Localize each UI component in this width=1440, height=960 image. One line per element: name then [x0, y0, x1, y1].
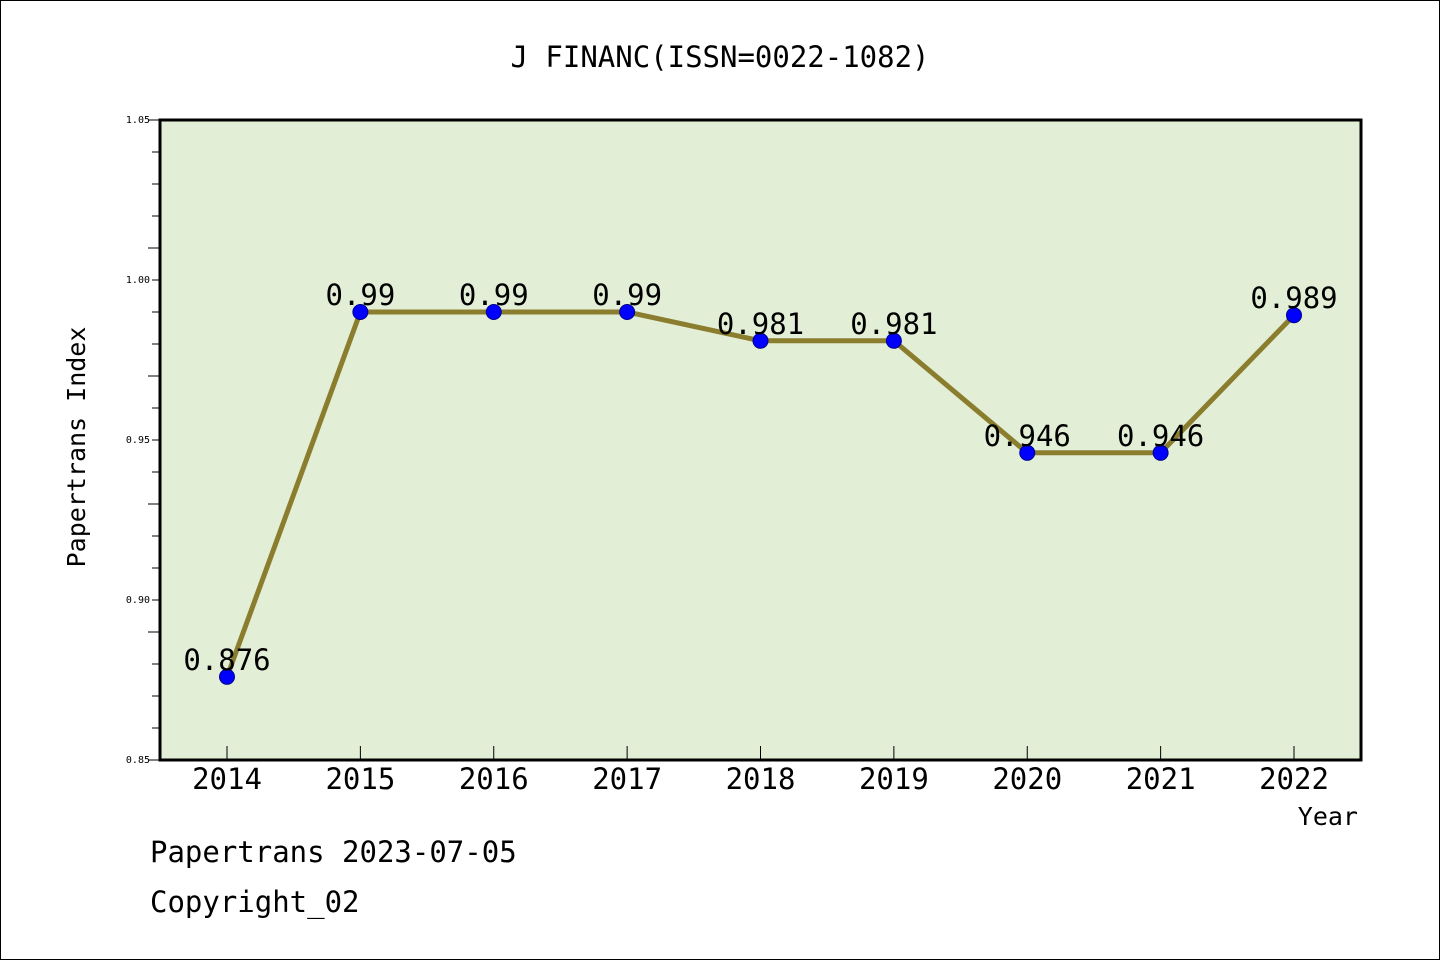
- y-tick-label: 1.00: [126, 275, 150, 286]
- x-tick-label: 2015: [325, 762, 395, 796]
- data-point: [1286, 307, 1302, 324]
- plot-area: [158, 118, 1363, 762]
- y-tick-label: 0.85: [126, 755, 150, 766]
- data-label: 0.981: [850, 307, 937, 341]
- data-point: [619, 304, 636, 320]
- data-point: [219, 668, 235, 685]
- data-point: [1152, 444, 1169, 461]
- x-tick-label: 2016: [459, 762, 529, 796]
- y-axis: 0.85 0.90 0.95 1.00 1.05: [126, 115, 160, 766]
- footer-copyright: Copyright_02: [150, 885, 360, 919]
- x-tick-label: 2020: [992, 762, 1062, 796]
- data-point: [752, 332, 769, 349]
- data-label: 0.989: [1250, 281, 1337, 315]
- data-label: 0.876: [183, 643, 270, 677]
- chart-title: J FINANC(ISSN=0022-1082): [510, 40, 929, 74]
- data-label: 0.946: [984, 419, 1071, 453]
- y-tick-label: 1.05: [126, 115, 150, 126]
- data-label: 0.946: [1117, 419, 1204, 453]
- data-label: 0.981: [717, 307, 804, 341]
- data-point: [885, 332, 902, 349]
- x-tick-label: 2018: [726, 762, 796, 796]
- x-tick-label: 2021: [1126, 762, 1196, 796]
- y-axis-label: Papertrans Index: [62, 327, 91, 568]
- data-point: [352, 304, 369, 320]
- x-tick-label: 2022: [1259, 762, 1329, 796]
- x-tick-label: 2019: [859, 762, 929, 796]
- x-axis-label: Year: [1298, 802, 1358, 831]
- data-label: 0.99: [592, 278, 662, 312]
- x-tick-label: 2017: [592, 762, 662, 796]
- data-label: 0.99: [459, 278, 529, 312]
- data-labels: 0.876 0.99 0.99 0.99 0.981 0.981 0.946 0.946 0.9…: [183, 278, 1337, 677]
- x-axis: 2014 2015 2016 2017 2018 2019 2020 2021 2022: [192, 746, 1329, 796]
- y-tick-label: 0.90: [126, 595, 150, 606]
- footer-date: Papertrans 2023-07-05: [150, 835, 517, 869]
- data-point: [1019, 444, 1036, 461]
- series-markers: [219, 304, 1302, 685]
- y-tick-label: 0.95: [126, 435, 150, 446]
- data-point: [485, 304, 502, 320]
- x-tick-label: 2014: [192, 762, 262, 796]
- data-label: 0.99: [325, 278, 395, 312]
